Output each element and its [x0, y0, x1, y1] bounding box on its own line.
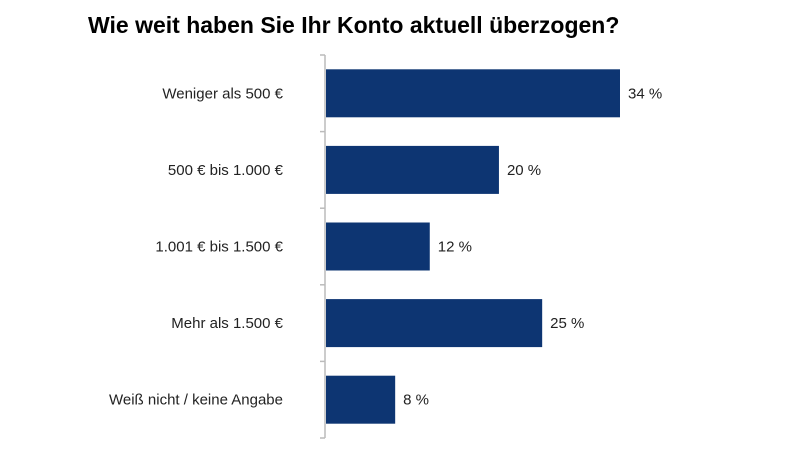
bar	[326, 299, 543, 348]
chart-title: Wie weit haben Sie Ihr Konto aktuell übe…	[88, 12, 620, 38]
bar	[326, 69, 620, 118]
value-label: 34 %	[628, 85, 662, 102]
bar	[326, 375, 396, 424]
value-label: 20 %	[507, 162, 541, 179]
value-label: 12 %	[438, 239, 472, 256]
bar	[326, 222, 430, 271]
category-label: Mehr als 1.500 €	[171, 315, 283, 332]
category-label: Weniger als 500 €	[162, 85, 283, 102]
category-label: 1.001 € bis 1.500 €	[155, 239, 283, 256]
value-label: 25 %	[550, 315, 584, 332]
y-axis-group	[320, 54, 326, 439]
category-label: 500 € bis 1.000 €	[168, 162, 284, 179]
labels-group: Weniger als 500 € 34 % 500 € bis 1.000 € 20…	[109, 85, 662, 408]
category-label: Weiß nicht / keine Angabe	[109, 392, 283, 409]
bar	[326, 145, 499, 194]
value-label: 8 %	[403, 392, 429, 409]
bars-group	[326, 69, 620, 424]
